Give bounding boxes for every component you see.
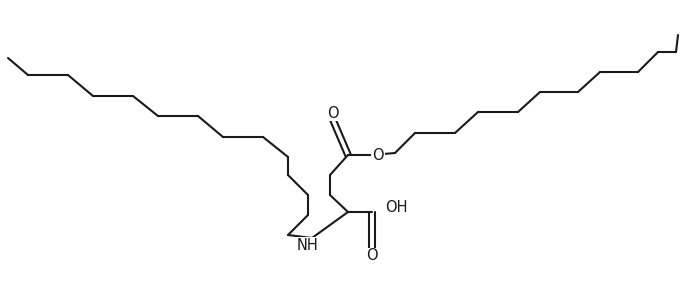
Text: O: O <box>366 249 378 264</box>
Text: O: O <box>327 105 339 120</box>
Text: O: O <box>372 147 384 162</box>
Text: NH: NH <box>297 238 319 253</box>
Text: OH: OH <box>385 200 408 215</box>
